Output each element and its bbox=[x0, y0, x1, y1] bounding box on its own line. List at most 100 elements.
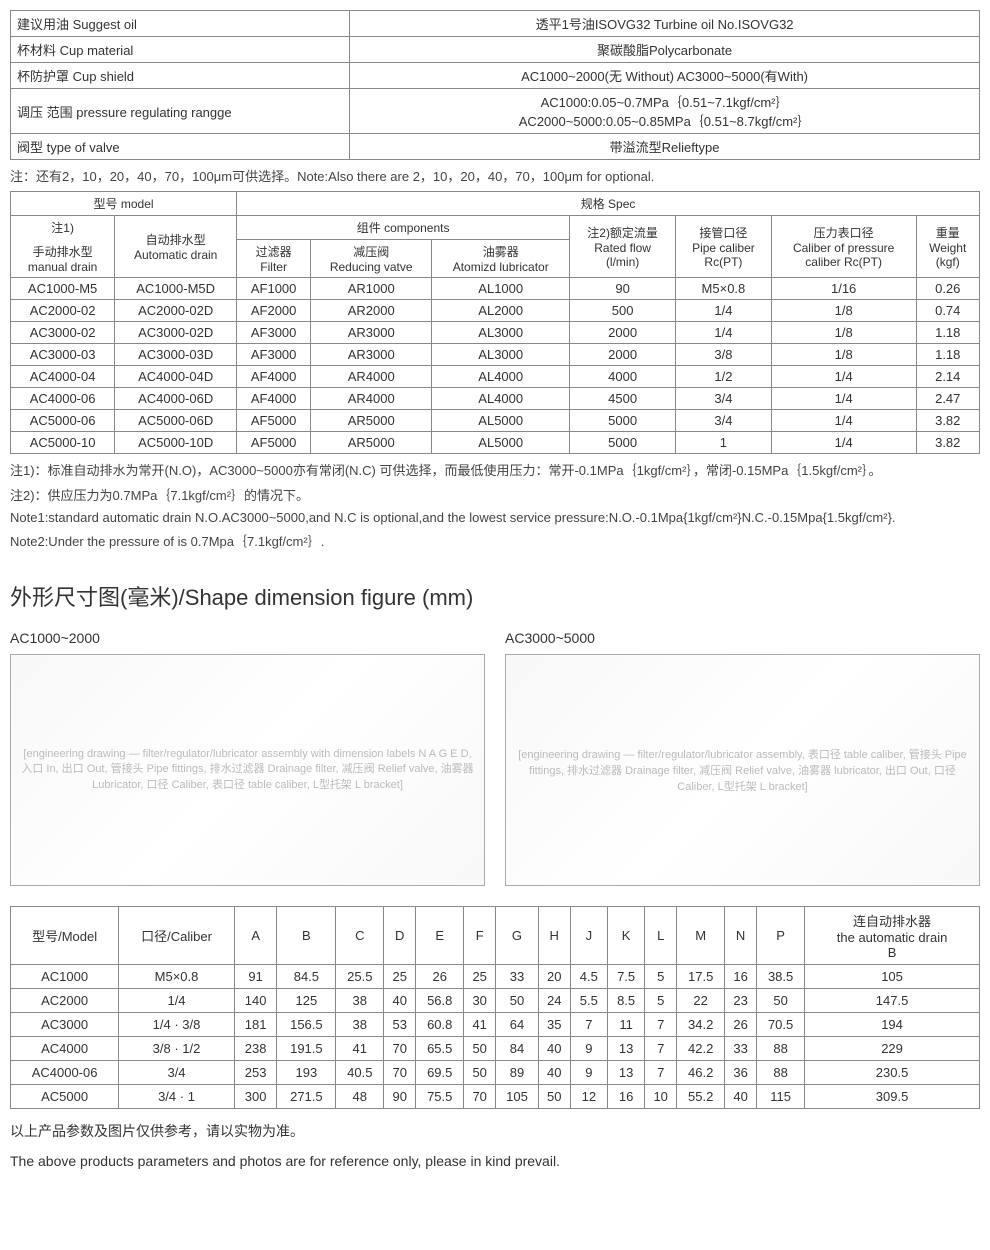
table-cell: 1/4 bbox=[676, 300, 772, 322]
table-cell: 1/4 bbox=[771, 432, 916, 454]
table-cell: AC5000-06D bbox=[115, 410, 237, 432]
table-cell: 23 bbox=[725, 989, 757, 1013]
table-cell: 7 bbox=[645, 1061, 677, 1085]
table-cell: 3.82 bbox=[916, 432, 980, 454]
table-cell: 125 bbox=[277, 989, 336, 1013]
table-cell: AL4000 bbox=[432, 388, 570, 410]
table-cell: 40 bbox=[725, 1085, 757, 1109]
table-header: L bbox=[645, 907, 677, 965]
table-cell: 50 bbox=[538, 1085, 570, 1109]
table-cell: AC3000-03 bbox=[11, 344, 115, 366]
table-cell: AL3000 bbox=[432, 322, 570, 344]
table-cell: 带溢流型Relieftype bbox=[350, 134, 980, 160]
table-cell: 7 bbox=[570, 1013, 607, 1037]
table-cell: 70 bbox=[384, 1061, 416, 1085]
table-cell: 75.5 bbox=[416, 1085, 464, 1109]
diagram-left: [engineering drawing — filter/regulator/… bbox=[10, 654, 485, 886]
table-header: E bbox=[416, 907, 464, 965]
table-cell: AC5000-10 bbox=[11, 432, 115, 454]
spec-table-1: 建议用油 Suggest oil透平1号油ISOVG32 Turbine oil… bbox=[10, 10, 980, 160]
h-note1: 注1) bbox=[11, 216, 115, 240]
table-cell: 253 bbox=[234, 1061, 277, 1085]
table-cell: AL2000 bbox=[432, 300, 570, 322]
note-line: Note1:standard automatic drain N.O.AC300… bbox=[10, 510, 980, 525]
table-cell: 0.74 bbox=[916, 300, 980, 322]
table-cell: 3/4 bbox=[676, 410, 772, 432]
table-cell: AF1000 bbox=[237, 278, 311, 300]
table-cell: 36 bbox=[725, 1061, 757, 1085]
table-cell: 8.5 bbox=[607, 989, 644, 1013]
table-cell: AC4000-06D bbox=[115, 388, 237, 410]
table-cell: AL4000 bbox=[432, 366, 570, 388]
table-cell: 7.5 bbox=[607, 965, 644, 989]
table-cell: 90 bbox=[384, 1085, 416, 1109]
table-cell: 13 bbox=[607, 1061, 644, 1085]
table-cell: 147.5 bbox=[805, 989, 980, 1013]
table-cell: 55.2 bbox=[677, 1085, 725, 1109]
h-comp: 组件 components bbox=[237, 216, 570, 240]
table-cell: 193 bbox=[277, 1061, 336, 1085]
table-cell: 3/4 · 1 bbox=[119, 1085, 235, 1109]
table-cell: AF4000 bbox=[237, 366, 311, 388]
table-cell: 48 bbox=[336, 1085, 384, 1109]
table-header: J bbox=[570, 907, 607, 965]
table-cell: 50 bbox=[464, 1061, 496, 1085]
table-cell: 杯防护罩 Cup shield bbox=[11, 63, 350, 89]
table-cell: 34.2 bbox=[677, 1013, 725, 1037]
table-cell: 156.5 bbox=[277, 1013, 336, 1037]
h-spec: 规格 Spec bbox=[237, 192, 980, 216]
footer-line: 以上产品参数及图片仅供参考，请以实物为准。 bbox=[10, 1121, 980, 1141]
table-cell: 300 bbox=[234, 1085, 277, 1109]
table-header: N bbox=[725, 907, 757, 965]
table-header: D bbox=[384, 907, 416, 965]
table-cell: 3/8 · 1/2 bbox=[119, 1037, 235, 1061]
table-cell: 60.8 bbox=[416, 1013, 464, 1037]
table-cell: 5000 bbox=[570, 432, 676, 454]
table-cell: 聚碳酸脂Polycarbonate bbox=[350, 37, 980, 63]
table-header: 连自动排水器 the automatic drain B bbox=[805, 907, 980, 965]
table-cell: 271.5 bbox=[277, 1085, 336, 1109]
table-cell: 1/4 bbox=[771, 410, 916, 432]
note-line: Note2:Under the pressure of is 0.7Mpa｛7.… bbox=[10, 531, 980, 550]
table-cell: 115 bbox=[757, 1085, 805, 1109]
table-cell: AF3000 bbox=[237, 344, 311, 366]
table-cell: AC5000-10D bbox=[115, 432, 237, 454]
table-cell: 90 bbox=[570, 278, 676, 300]
table-cell: 35 bbox=[538, 1013, 570, 1037]
table-cell: 70 bbox=[384, 1037, 416, 1061]
table-cell: AF5000 bbox=[237, 432, 311, 454]
table-cell: AR2000 bbox=[311, 300, 432, 322]
table-cell: 181 bbox=[234, 1013, 277, 1037]
table-cell: 50 bbox=[496, 989, 539, 1013]
table-cell: 88 bbox=[757, 1061, 805, 1085]
table-cell: 1.18 bbox=[916, 322, 980, 344]
table-cell: 3/4 bbox=[119, 1061, 235, 1085]
table-cell: AC1000 bbox=[11, 965, 119, 989]
table-cell: 1/8 bbox=[771, 344, 916, 366]
table-cell: 40 bbox=[384, 989, 416, 1013]
table-header: B bbox=[277, 907, 336, 965]
table-cell: AR4000 bbox=[311, 388, 432, 410]
h-pipe: 接管口径 Pipe caliber Rc(PT) bbox=[676, 216, 772, 278]
h-manual: 手动排水型 manual drain bbox=[11, 240, 115, 278]
table-cell: 阀型 type of valve bbox=[11, 134, 350, 160]
table-cell: AC4000-04D bbox=[115, 366, 237, 388]
table-cell: 1/8 bbox=[771, 300, 916, 322]
table-cell: 10 bbox=[645, 1085, 677, 1109]
table-cell: 30 bbox=[464, 989, 496, 1013]
table-cell: 500 bbox=[570, 300, 676, 322]
table-cell: 229 bbox=[805, 1037, 980, 1061]
table-cell: 调压 范围 pressure regulating rangge bbox=[11, 89, 350, 134]
table-cell: 38.5 bbox=[757, 965, 805, 989]
table-cell: 1/4 bbox=[119, 989, 235, 1013]
table-cell: 建议用油 Suggest oil bbox=[11, 11, 350, 37]
table-cell: AL3000 bbox=[432, 344, 570, 366]
table-cell: AC4000 bbox=[11, 1037, 119, 1061]
table-header: 型号/Model bbox=[11, 907, 119, 965]
table-cell: AC3000-02 bbox=[11, 322, 115, 344]
table-header: C bbox=[336, 907, 384, 965]
table-cell: 69.5 bbox=[416, 1061, 464, 1085]
table-header: F bbox=[464, 907, 496, 965]
table-header: P bbox=[757, 907, 805, 965]
table-cell: 64 bbox=[496, 1013, 539, 1037]
